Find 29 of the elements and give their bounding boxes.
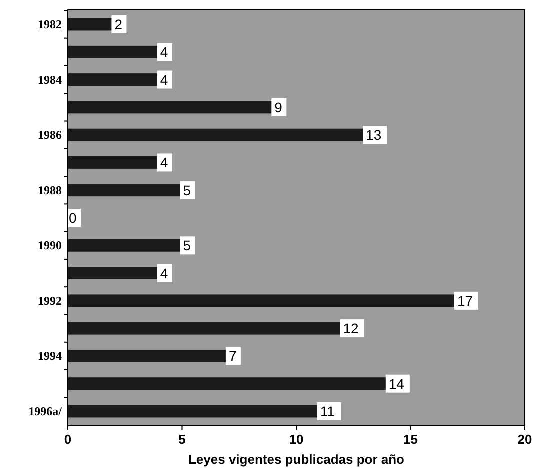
y-tick-label: 1992 [38,294,62,308]
x-tick-label: 5 [178,432,186,447]
data-label: 2 [114,16,123,33]
data-label: 7 [228,348,237,364]
x-axis-title: Leyes vigentes publicadas por año [188,452,405,467]
data-label: 4 [160,44,168,60]
y-tick-label: 1996a/ [28,404,63,418]
y-tick-label: 1986 [38,128,62,142]
x-tick-label: 15 [404,432,418,447]
data-label: 0 [69,210,77,226]
data-label: 12 [343,320,359,337]
data-label: 5 [183,238,192,254]
y-tick-label: 1984 [38,72,62,87]
data-label: 4 [160,265,168,282]
data-label: 5 [183,182,192,198]
y-tick-label: 1990 [38,238,62,253]
x-tick-label: 10 [289,432,304,447]
data-label: 4 [160,154,168,171]
y-tick-label: 1994 [38,349,62,364]
x-tick-label: 20 [518,432,532,447]
data-label: 14 [388,376,405,392]
data-label: 9 [274,99,283,116]
y-tick-label: 1982 [38,18,62,32]
data-label: 4 [160,72,168,88]
data-label: 17 [457,292,474,309]
data-label: 13 [366,127,382,144]
x-tick-label: 0 [64,432,72,447]
y-tick-label: 1988 [38,183,62,198]
data-label: 11 [320,403,336,420]
